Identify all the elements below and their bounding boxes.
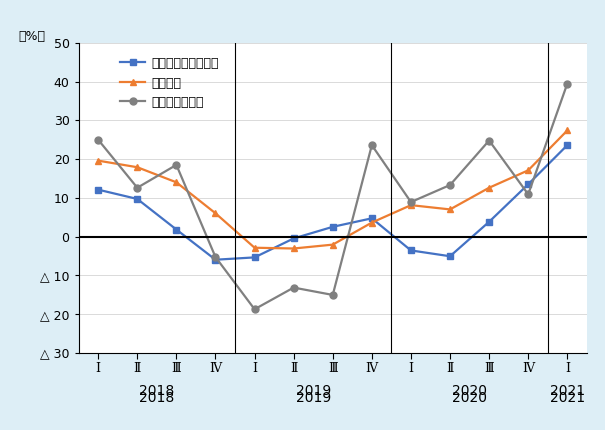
Line: 電子管・半導体など: 電子管・半導体など: [95, 142, 571, 263]
集積回路: [407, 203, 414, 208]
集積回路: [446, 207, 454, 212]
半導体製造機器: [564, 81, 571, 86]
電子管・半導体など: [212, 257, 219, 262]
集積回路: [525, 168, 532, 173]
Text: 2021: 2021: [550, 384, 585, 398]
電子管・半導体など: [251, 255, 258, 260]
半導体製造機器: [134, 185, 141, 190]
半導体製造機器: [212, 255, 219, 260]
半導体製造機器: [173, 162, 180, 167]
電子管・半導体など: [485, 219, 492, 224]
半導体製造機器: [446, 182, 454, 187]
電子管・半導体など: [564, 143, 571, 148]
Legend: 電子管・半導体など, 集積回路, 半導体製造機器: 電子管・半導体など, 集積回路, 半導体製造機器: [116, 52, 224, 114]
半導体製造機器: [407, 200, 414, 205]
集積回路: [564, 128, 571, 133]
集積回路: [329, 242, 336, 247]
電子管・半導体など: [525, 181, 532, 187]
電子管・半導体など: [446, 254, 454, 259]
半導体製造機器: [290, 285, 297, 290]
Line: 集積回路: 集積回路: [95, 127, 571, 252]
Text: （%）: （%）: [18, 30, 45, 43]
電子管・半導体など: [407, 248, 414, 253]
Text: 2019: 2019: [296, 391, 331, 405]
電子管・半導体など: [368, 216, 376, 221]
電子管・半導体など: [329, 224, 336, 230]
Line: 半導体製造機器: 半導体製造機器: [95, 80, 571, 313]
集積回路: [290, 246, 297, 251]
集積回路: [94, 158, 102, 163]
電子管・半導体など: [173, 227, 180, 232]
集積回路: [251, 245, 258, 250]
半導体製造機器: [329, 292, 336, 298]
半導体製造機器: [368, 143, 376, 148]
半導体製造機器: [525, 192, 532, 197]
集積回路: [485, 185, 492, 190]
電子管・半導体など: [290, 236, 297, 241]
電子管・半導体など: [94, 187, 102, 192]
Text: 2020: 2020: [452, 384, 487, 398]
電子管・半導体など: [134, 197, 141, 202]
Text: 2018: 2018: [139, 384, 174, 398]
半導体製造機器: [94, 137, 102, 142]
Text: 2020: 2020: [452, 391, 487, 405]
Text: 2019: 2019: [296, 384, 331, 398]
半導体製造機器: [485, 138, 492, 143]
Text: 2018: 2018: [139, 391, 174, 405]
集積回路: [134, 165, 141, 170]
集積回路: [212, 211, 219, 216]
Text: 2021: 2021: [550, 391, 585, 405]
集積回路: [173, 180, 180, 185]
半導体製造機器: [251, 307, 258, 312]
集積回路: [368, 220, 376, 225]
